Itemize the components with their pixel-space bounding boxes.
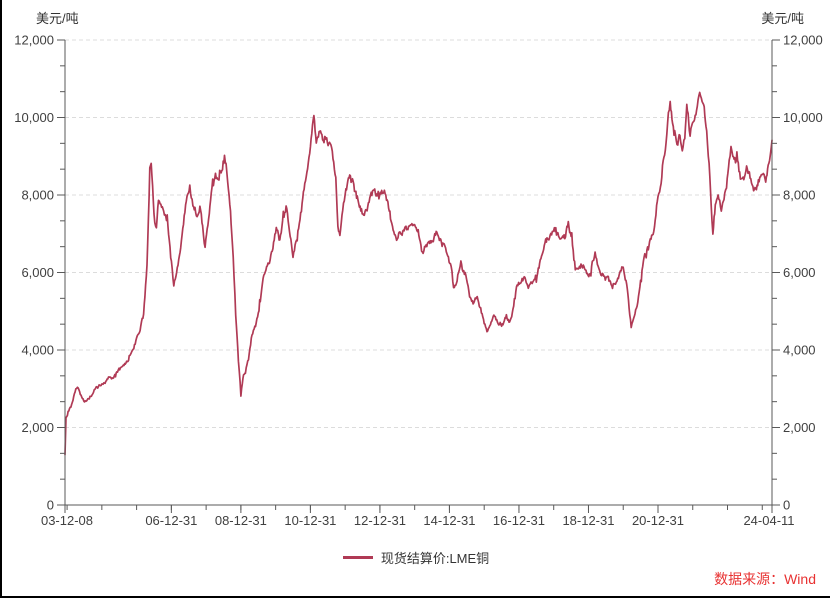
legend-label: 现货结算价:LME铜 (380, 551, 490, 566)
y-axis-unit-right: 美元/吨 (761, 11, 804, 26)
svg-text:8,000: 8,000 (783, 188, 816, 203)
svg-text:12-12-31: 12-12-31 (354, 513, 406, 528)
svg-text:16-12-31: 16-12-31 (493, 513, 545, 528)
svg-text:24-04-11: 24-04-11 (743, 513, 794, 528)
svg-text:8,000: 8,000 (21, 188, 54, 203)
svg-text:18-12-31: 18-12-31 (562, 513, 614, 528)
svg-text:10,000: 10,000 (14, 110, 54, 125)
svg-text:2,000: 2,000 (783, 420, 816, 435)
svg-text:10-12-31: 10-12-31 (284, 513, 336, 528)
price-line-chart: 0 0 2,000 2,000 4,000 4,000 6,000 6,000 8,000 8,0… (14, 33, 823, 529)
svg-text:20-12-31: 20-12-31 (632, 513, 684, 528)
svg-text:2,000: 2,000 (21, 420, 54, 435)
legend-line-swatch (342, 556, 373, 559)
svg-text:12,000: 12,000 (14, 33, 54, 48)
svg-text:14-12-31: 14-12-31 (423, 513, 475, 528)
legend: 现货结算价:LME铜 (2, 548, 830, 567)
svg-text:08-12-31: 08-12-31 (215, 513, 267, 528)
svg-text:4,000: 4,000 (21, 343, 54, 358)
svg-text:0: 0 (47, 498, 54, 513)
svg-text:6,000: 6,000 (783, 265, 816, 280)
data-source-note: 数据来源：Wind (714, 571, 816, 587)
svg-text:12,000: 12,000 (783, 33, 823, 48)
y-axis-unit-left: 美元/吨 (36, 11, 79, 26)
svg-text:03-12-08: 03-12-08 (41, 513, 93, 528)
svg-text:6,000: 6,000 (21, 265, 54, 280)
svg-text:4,000: 4,000 (783, 343, 816, 358)
svg-text:0: 0 (783, 498, 790, 513)
svg-text:10,000: 10,000 (783, 110, 823, 125)
svg-text:06-12-31: 06-12-31 (145, 513, 197, 528)
